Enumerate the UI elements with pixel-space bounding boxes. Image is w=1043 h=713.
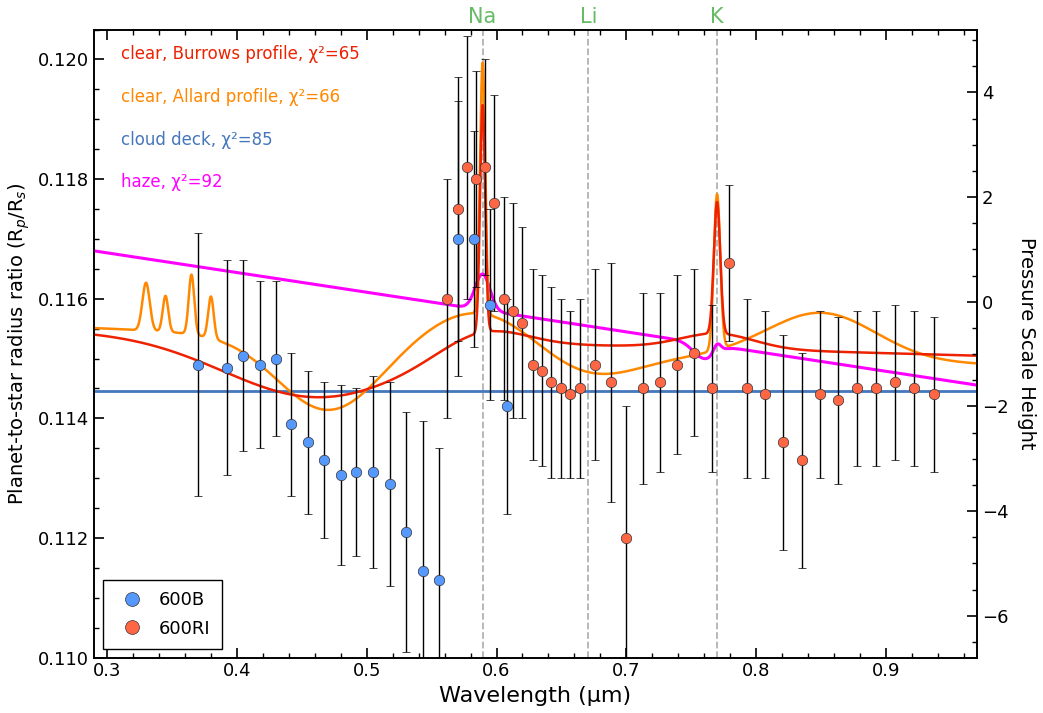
X-axis label: Wavelength (μm): Wavelength (μm): [439, 686, 631, 706]
Text: cloud deck, χ²=85: cloud deck, χ²=85: [121, 130, 272, 149]
Y-axis label: Planet-to-star radius ratio (R$_p$/R$_s$): Planet-to-star radius ratio (R$_p$/R$_s$…: [7, 183, 32, 505]
Text: clear, Allard profile, χ²=66: clear, Allard profile, χ²=66: [121, 88, 340, 106]
Text: Li: Li: [580, 6, 598, 26]
Text: K: K: [710, 6, 724, 26]
Y-axis label: Pressure Scale Height: Pressure Scale Height: [1017, 237, 1036, 450]
Text: haze, χ²=92: haze, χ²=92: [121, 173, 222, 191]
Text: Na: Na: [468, 6, 496, 26]
Text: clear, Burrows profile, χ²=65: clear, Burrows profile, χ²=65: [121, 45, 360, 63]
Legend: 600B, 600RI: 600B, 600RI: [103, 580, 221, 649]
